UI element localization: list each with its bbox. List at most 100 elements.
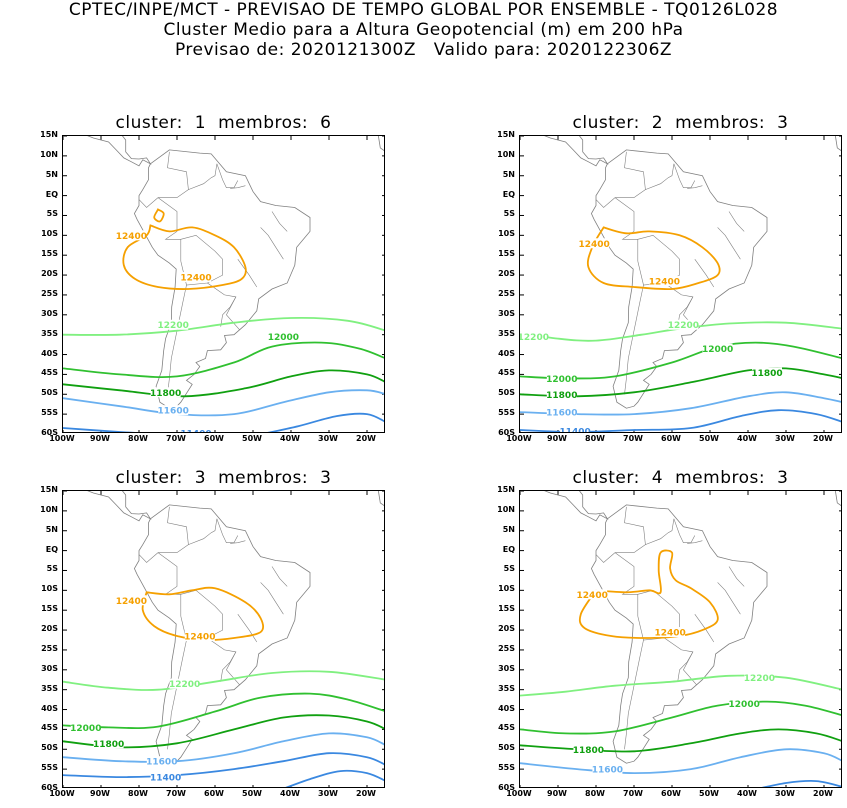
latitude-tick-label: 10N — [40, 149, 58, 159]
latitude-tick-label: 35S — [41, 328, 58, 338]
cluster-panel-1: cluster: 1 membros: 6 15N 10N 5N EQ 5S 10S 15S 20S 2… — [0, 113, 400, 453]
longitude-tick-label: 30W — [318, 789, 338, 798]
contour-label: 12000 — [70, 724, 101, 734]
contour-label-background — [546, 389, 577, 400]
latitude-tick-label: 60S — [498, 428, 515, 437]
contour-12000 — [520, 700, 841, 735]
latitude-tick-label: 10S — [41, 229, 58, 239]
cluster-number: 1 — [194, 113, 207, 133]
longitude-tick-label: 70W — [623, 789, 643, 798]
cluster-number: 3 — [194, 468, 207, 488]
contour-11600 — [520, 391, 841, 416]
longitude-tick-label: 80W — [128, 434, 148, 443]
country-border — [180, 234, 223, 286]
latitude-tick-label: 25S — [41, 643, 58, 653]
contour-label-background — [150, 387, 181, 398]
contour-label-background — [181, 272, 211, 283]
latitude-tick-label: 55S — [498, 763, 515, 773]
members-number: 3 — [777, 113, 789, 133]
central-america-coastline — [63, 136, 152, 167]
country-border — [595, 197, 616, 208]
longitude-tick-label: 50W — [242, 434, 262, 443]
contour-label: 12200 — [668, 321, 699, 331]
contour-label: 12200 — [520, 333, 549, 343]
longitude-tick-label: 20W — [813, 434, 833, 443]
country-border — [226, 651, 240, 686]
country-border — [673, 518, 696, 543]
longitude-tick-label: 70W — [166, 789, 186, 798]
contour-12000 — [520, 341, 841, 380]
contour-label-background — [655, 627, 686, 638]
latitude-tick-label: 5S — [46, 564, 58, 574]
contour-label-background — [668, 319, 699, 330]
contour-label-background — [70, 722, 101, 733]
country-border — [271, 566, 288, 587]
contour-12200 — [520, 674, 841, 697]
latitude-tick-label: 10N — [497, 504, 515, 514]
cluster-number: 2 — [651, 113, 664, 133]
latitude-tick-label: EQ — [502, 189, 515, 199]
africa-coastline — [378, 136, 384, 151]
geopotential-map: 12400 12400 12200 12000 11800 11600 11400 — [62, 490, 385, 788]
longitude-tick-label: 90W — [547, 434, 567, 443]
latitude-tick-label: 55S — [41, 408, 58, 418]
contour-label: 11800 — [93, 740, 124, 750]
contour-label: 12400 — [654, 629, 685, 639]
latitude-tick-label: 30S — [41, 308, 58, 318]
latitude-tick-label: 60S — [41, 428, 58, 437]
country-border — [230, 185, 246, 189]
longitude-tick-label: 40W — [737, 434, 757, 443]
latitude-tick-label: EQ — [45, 189, 58, 199]
latitude-tick-label: 10S — [498, 584, 515, 594]
country-border — [216, 518, 239, 543]
contour-label: 12400 — [184, 633, 215, 643]
latitude-tick-label: 5S — [503, 209, 515, 219]
longitude-tick-label: 80W — [585, 789, 605, 798]
latitude-tick-label: 45S — [41, 368, 58, 378]
country-border — [167, 284, 187, 395]
country-border — [138, 197, 159, 208]
contour-11800 — [63, 369, 384, 398]
contour-label: 12400 — [577, 591, 608, 601]
contour-label-background — [268, 331, 299, 342]
latitude-tick-label: 40S — [41, 348, 58, 358]
latitude-tick-label: 10N — [497, 149, 515, 159]
latitude-tick-label: 25S — [498, 288, 515, 298]
cluster-label: cluster: — [115, 468, 183, 488]
map-canvas: 12400 12400 12200 12000 11800 11600 11400 — [63, 136, 384, 432]
contour-label-background — [116, 595, 147, 606]
latitude-tick-label: 15S — [498, 604, 515, 614]
contour-label-background — [546, 373, 577, 384]
central-america-coastline — [63, 491, 152, 522]
country-border — [614, 552, 639, 617]
cluster-label: cluster: — [115, 113, 183, 133]
country-border — [237, 614, 258, 643]
latitude-tick-label: 30S — [498, 663, 515, 673]
country-border — [717, 582, 741, 615]
contour-label-background — [752, 367, 782, 378]
longitude-tick-label: 100W — [506, 789, 532, 798]
africa-coastline — [378, 491, 384, 506]
longitude-tick-label: 70W — [166, 434, 186, 443]
contour-label-background — [520, 331, 549, 342]
country-border — [260, 582, 284, 615]
panel-title: cluster: 1 membros: 6 — [62, 113, 385, 133]
members-label: membros: — [218, 113, 309, 133]
contour-label-background — [181, 428, 211, 432]
map-canvas: 12400 12400 12200 12000 11800 11600 11400 — [63, 491, 384, 787]
cluster-label: cluster: — [572, 468, 640, 488]
map-canvas: 12400 12400 12200 12000 11800 11600 — [520, 491, 841, 787]
latitude-tick-label: 35S — [498, 683, 515, 693]
contour-label-background — [546, 407, 577, 418]
longitude-tick-label: 90W — [90, 434, 110, 443]
longitude-tick-label: 30W — [775, 789, 795, 798]
members-number: 6 — [320, 113, 332, 133]
contour-label-background — [169, 678, 200, 689]
country-border — [237, 259, 258, 288]
longitude-tick-label: 40W — [280, 434, 300, 443]
cluster-panel-4: cluster: 4 membros: 3 15N 10N 5N EQ 5S 10S 15S 20S 2… — [457, 468, 847, 808]
contour-label: 12400 — [116, 232, 147, 242]
latitude-tick-label: 10N — [40, 504, 58, 514]
country-border — [158, 506, 189, 553]
country-border — [694, 614, 715, 643]
